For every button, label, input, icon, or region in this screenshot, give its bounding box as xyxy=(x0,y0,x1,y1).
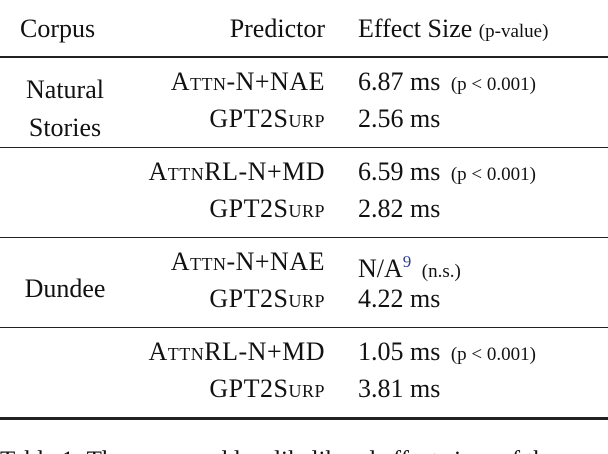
header-corpus: Corpus xyxy=(20,14,96,43)
effect-cell: 4.22 ms xyxy=(358,284,440,314)
group-rule xyxy=(0,147,608,148)
predictor-cell: GPT2Surp xyxy=(209,284,325,313)
header-effect-text: Effect Size xyxy=(358,14,473,43)
p-value: (p < 0.001) xyxy=(450,74,536,95)
effect-cell: 3.81 ms xyxy=(358,374,440,404)
effect-cell: N/A9 (n.s.) xyxy=(358,247,461,287)
predictor-cell: Attn-N+NAE xyxy=(170,247,325,276)
footnote-ref: 9 xyxy=(402,252,412,271)
caption: Table 1: The measured log-likelihood eff… xyxy=(0,446,557,454)
predictor-cell: AttnRL-N+MD xyxy=(148,337,325,366)
corpus-cell: Natural Stories xyxy=(26,75,104,142)
p-value: (p < 0.001) xyxy=(450,344,536,365)
effect-value: N/A xyxy=(358,254,403,283)
effect-cell: 2.82 ms xyxy=(358,194,440,224)
predictor-cell: GPT2Surp xyxy=(209,374,325,403)
header-rule xyxy=(0,56,608,58)
effect-value: 6.87 ms xyxy=(358,67,441,96)
corpus-cell: Dundee xyxy=(24,274,106,303)
predictor-cell: GPT2Surp xyxy=(209,194,325,223)
group-rule xyxy=(0,327,608,328)
bottom-rule xyxy=(0,417,608,420)
predictor-cell: GPT2Surp xyxy=(209,104,325,133)
p-value: (p < 0.001) xyxy=(450,164,536,185)
header-pvalue: (p-value) xyxy=(478,21,549,42)
effect-cell: 6.59 ms (p < 0.001) xyxy=(358,157,536,190)
header-predictor: Predictor xyxy=(229,14,325,43)
header-effect: Effect Size (p-value) xyxy=(358,14,548,47)
predictor-cell: Attn-N+NAE xyxy=(170,67,325,96)
effect-value: 2.82 ms xyxy=(358,194,441,223)
p-value: (n.s.) xyxy=(421,261,461,282)
effect-value: 6.59 ms xyxy=(358,157,441,186)
effect-value: 2.56 ms xyxy=(358,104,441,133)
effect-value: 1.05 ms xyxy=(358,337,441,366)
effect-value: 4.22 ms xyxy=(358,284,441,313)
group-rule xyxy=(0,237,608,238)
predictor-cell: AttnRL-N+MD xyxy=(148,157,325,186)
effect-cell: 2.56 ms xyxy=(358,104,440,134)
effect-cell: 1.05 ms (p < 0.001) xyxy=(358,337,536,370)
effect-cell: 6.87 ms (p < 0.001) xyxy=(358,67,536,100)
effect-value: 3.81 ms xyxy=(358,374,441,403)
